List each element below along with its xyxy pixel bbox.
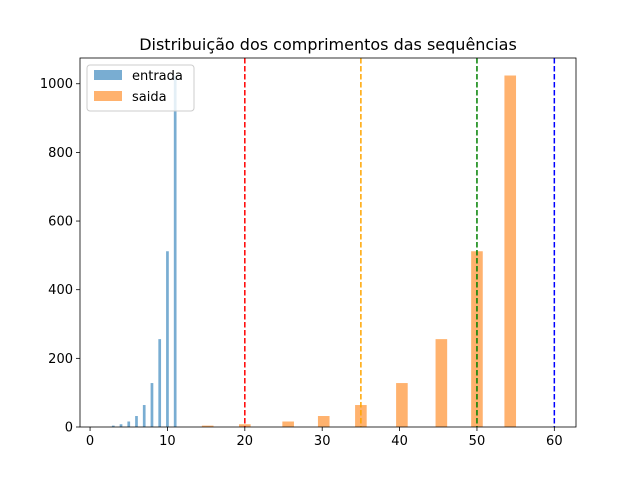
legend-swatch-saida xyxy=(94,91,122,101)
x-tick-label-5: 50 xyxy=(469,434,486,449)
legend: entrada saida xyxy=(86,64,195,112)
bar-saida-1 xyxy=(239,424,251,427)
series-saida xyxy=(201,75,517,428)
bar-entrada-3 xyxy=(135,416,138,427)
x-tick-label-0: 0 xyxy=(86,434,94,449)
y-tick-label-0: 0 xyxy=(65,421,73,436)
bar-entrada-5 xyxy=(150,383,154,427)
bar-entrada-7 xyxy=(166,251,169,427)
bar-saida-6 xyxy=(435,339,448,427)
bar-saida-8 xyxy=(504,75,517,428)
bar-saida-0 xyxy=(201,425,214,427)
y-tick-label-3: 600 xyxy=(48,215,73,230)
bar-entrada-1 xyxy=(119,424,123,427)
y-tick-label-1: 200 xyxy=(48,352,73,367)
bar-saida-2 xyxy=(282,421,294,427)
y-tick-label-5: 1000 xyxy=(40,77,73,92)
x-tick-label-3: 30 xyxy=(314,434,331,449)
x-tick-label-2: 20 xyxy=(237,434,254,449)
y-tick-label-4: 800 xyxy=(48,146,73,161)
bar-entrada-0 xyxy=(111,425,115,427)
legend-swatch-entrada xyxy=(94,70,122,80)
axes-frame xyxy=(79,57,577,428)
bar-entrada-8 xyxy=(173,75,177,428)
bar-entrada-2 xyxy=(127,421,131,427)
bar-saida-4 xyxy=(355,405,367,427)
bar-saida-5 xyxy=(396,383,408,427)
bar-entrada-6 xyxy=(158,339,162,427)
series-entrada xyxy=(111,75,177,428)
chart-title: Distribuição dos comprimentos das sequên… xyxy=(139,35,517,54)
x-tick-label-6: 60 xyxy=(546,434,563,449)
legend-label-entrada: entrada xyxy=(132,69,183,84)
bar-saida-3 xyxy=(317,416,330,427)
legend-label-saida: saida xyxy=(132,90,167,105)
x-tick-label-4: 40 xyxy=(391,434,408,449)
bar-entrada-4 xyxy=(142,405,146,427)
x-tick-label-1: 10 xyxy=(159,434,176,449)
y-tick-label-2: 400 xyxy=(48,283,73,298)
